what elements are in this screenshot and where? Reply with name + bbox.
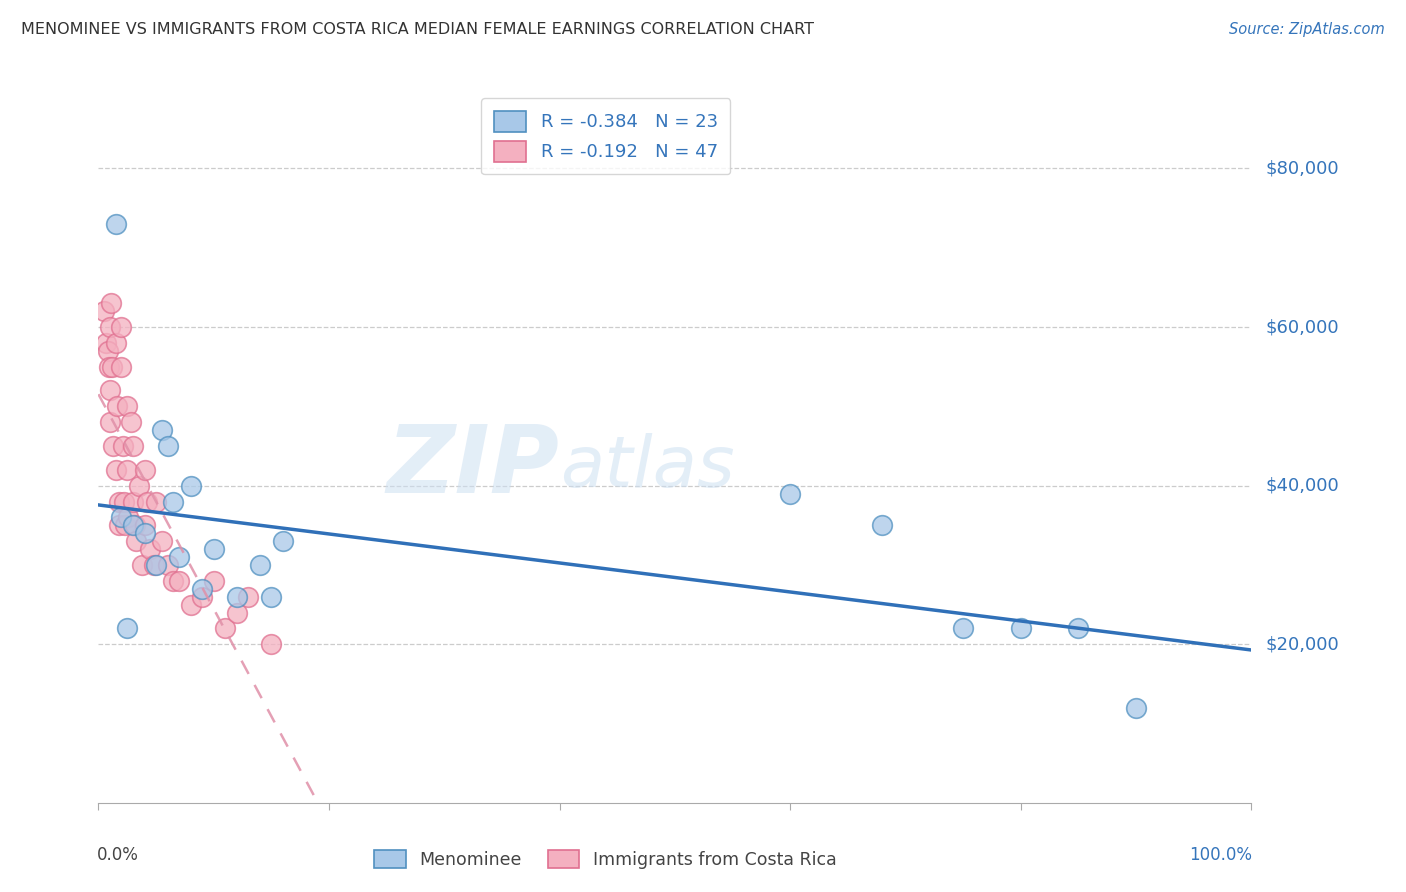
- Point: [117, 621, 138, 635]
- Point: [872, 518, 894, 533]
- Point: [225, 590, 247, 604]
- Point: [271, 534, 294, 549]
- Point: [1125, 700, 1147, 714]
- Point: [249, 558, 271, 572]
- Point: [110, 510, 132, 524]
- Text: $20,000: $20,000: [1265, 635, 1339, 653]
- Point: [180, 598, 202, 612]
- Point: [952, 621, 974, 635]
- Point: [104, 463, 127, 477]
- Point: [117, 510, 139, 524]
- Point: [122, 494, 145, 508]
- Point: [162, 494, 184, 508]
- Point: [98, 320, 121, 334]
- Point: [93, 304, 115, 318]
- Point: [260, 637, 283, 651]
- Point: [145, 494, 167, 508]
- Point: [191, 582, 214, 596]
- Point: [150, 423, 173, 437]
- Point: [162, 574, 184, 588]
- Point: [180, 478, 202, 492]
- Text: $60,000: $60,000: [1265, 318, 1339, 336]
- Point: [128, 478, 150, 492]
- Text: 0.0%: 0.0%: [97, 846, 139, 863]
- Point: [98, 384, 121, 398]
- Point: [142, 558, 165, 572]
- Point: [139, 542, 162, 557]
- Point: [225, 606, 247, 620]
- Point: [134, 463, 156, 477]
- Text: $80,000: $80,000: [1265, 160, 1339, 178]
- Point: [122, 439, 145, 453]
- Point: [167, 574, 190, 588]
- Point: [134, 526, 156, 541]
- Point: [135, 494, 157, 508]
- Point: [191, 590, 214, 604]
- Point: [117, 463, 138, 477]
- Point: [104, 217, 127, 231]
- Point: [101, 359, 124, 374]
- Point: [110, 359, 132, 374]
- Point: [114, 518, 136, 533]
- Legend: Menominee, Immigrants from Costa Rica: Menominee, Immigrants from Costa Rica: [367, 844, 844, 876]
- Text: 100.0%: 100.0%: [1189, 846, 1253, 863]
- Point: [112, 494, 135, 508]
- Point: [122, 518, 145, 533]
- Point: [105, 400, 128, 414]
- Point: [108, 518, 131, 533]
- Point: [150, 534, 173, 549]
- Point: [111, 439, 134, 453]
- Point: [103, 439, 125, 453]
- Point: [202, 574, 225, 588]
- Text: Source: ZipAtlas.com: Source: ZipAtlas.com: [1229, 22, 1385, 37]
- Point: [97, 359, 120, 374]
- Point: [214, 621, 236, 635]
- Text: $40,000: $40,000: [1265, 476, 1339, 495]
- Point: [134, 518, 156, 533]
- Point: [238, 590, 260, 604]
- Point: [1010, 621, 1032, 635]
- Point: [97, 343, 120, 358]
- Point: [156, 439, 179, 453]
- Point: [202, 542, 225, 557]
- Point: [167, 549, 190, 564]
- Point: [96, 335, 118, 350]
- Point: [156, 558, 179, 572]
- Text: atlas: atlas: [560, 433, 734, 502]
- Point: [100, 296, 122, 310]
- Point: [98, 415, 121, 429]
- Point: [779, 486, 801, 500]
- Point: [108, 494, 131, 508]
- Point: [260, 590, 283, 604]
- Point: [145, 558, 167, 572]
- Point: [125, 534, 148, 549]
- Point: [117, 400, 138, 414]
- Point: [110, 320, 132, 334]
- Point: [1067, 621, 1090, 635]
- Point: [104, 335, 127, 350]
- Point: [131, 558, 153, 572]
- Point: [124, 518, 146, 533]
- Text: MENOMINEE VS IMMIGRANTS FROM COSTA RICA MEDIAN FEMALE EARNINGS CORRELATION CHART: MENOMINEE VS IMMIGRANTS FROM COSTA RICA …: [21, 22, 814, 37]
- Point: [120, 415, 142, 429]
- Text: ZIP: ZIP: [387, 421, 560, 514]
